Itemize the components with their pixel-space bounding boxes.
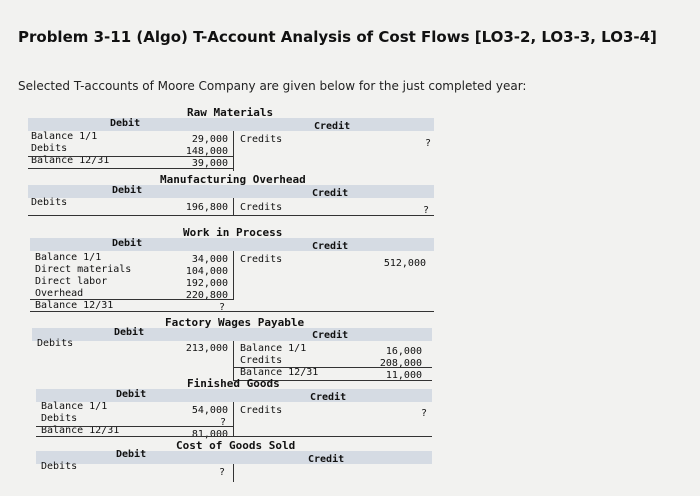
unknown-value: ? [421,408,428,419]
row-label: Debits [41,413,78,424]
header-band [28,185,434,198]
account-title: Cost of Goods Sold [176,439,296,452]
credit-value: 208,000 [379,358,422,369]
credit-header: Credit [314,121,351,132]
intro-text: Selected T-accounts of Moore Company are… [18,79,527,93]
debit-value: 196,800 [185,202,228,213]
debit-header: Debit [112,185,143,196]
row-label: Balance 1/1 [41,401,108,412]
debit-header: Debit [116,449,147,460]
credit-value: 512,000 [383,258,426,269]
row-label: Balance 12/31 [35,300,114,311]
credit-label: Balance 1/1 [240,343,307,354]
bottom-rule [28,215,434,216]
credit-header: Credit [312,188,349,199]
header-band [36,389,432,402]
t-divider [233,198,234,216]
debit-header: Debit [112,238,143,249]
t-divider [233,251,234,299]
row-label: Debits [31,143,68,154]
balance-rule [30,299,234,300]
bottom-rule [30,311,434,312]
header-band [30,238,434,251]
credit-value: 16,000 [385,346,422,357]
debit-value: 104,000 [185,266,228,277]
credit-header: Credit [312,330,349,341]
debit-header: Debit [116,389,147,400]
credit-label: Credits [240,355,283,366]
unknown-value: ? [425,138,432,149]
row-label: Balance 12/31 [41,425,120,436]
page-title: Problem 3-11 (Algo) T-Account Analysis o… [18,28,657,46]
credit-label: Credits [240,405,283,416]
credit-label: Balance 12/31 [240,367,319,378]
balance-rule [28,168,234,169]
row-label: Overhead [35,288,84,299]
row-label: Direct materials [35,264,132,275]
row-label: Debits [37,338,74,349]
t-divider [233,464,234,482]
debit-header: Debit [114,327,145,338]
account-title: Finished Goods [187,377,280,390]
account-title: Raw Materials [187,106,274,119]
bottom-rule [36,436,432,437]
account-title: Work in Process [183,226,283,239]
debit-value: 148,000 [185,146,228,157]
t-divider [233,402,234,437]
debit-value: 192,000 [185,278,228,289]
account-title: Manufacturing Overhead [160,173,306,186]
unknown-value: ? [219,302,226,313]
header-band [36,451,432,464]
unknown-value: ? [220,417,227,428]
unknown-value: ? [219,467,226,478]
credit-header: Credit [308,454,345,465]
debit-value: 39,000 [191,158,228,169]
row-label: Balance 1/1 [35,252,102,263]
row-label: Balance 12/31 [31,155,110,166]
credit-label: Credits [240,254,283,265]
balance-rule [234,367,432,368]
row-label: Debits [31,197,68,208]
balance-rule [28,156,234,157]
credit-value: 11,000 [385,370,422,381]
debit-value: 54,000 [191,405,228,416]
unknown-value: ? [423,205,430,216]
row-label: Debits [41,461,78,472]
account-title: Factory Wages Payable [165,316,305,329]
credit-label: Credits [240,134,283,145]
row-label: Direct labor [35,276,108,287]
debit-value: 220,800 [185,290,228,301]
t-divider [233,341,234,381]
credit-label: Credits [240,202,283,213]
debit-value: 81,000 [191,429,228,440]
balance-rule [36,426,234,427]
credit-header: Credit [312,241,349,252]
debit-value: 29,000 [191,134,228,145]
credit-header: Credit [310,392,347,403]
header-band [28,118,434,131]
debit-header: Debit [110,118,141,129]
debit-value: 34,000 [191,254,228,265]
header-band [32,328,432,341]
row-label: Balance 1/1 [31,131,98,142]
debit-value: 213,000 [185,343,228,354]
balance-rule [234,380,432,381]
t-divider [233,131,234,171]
